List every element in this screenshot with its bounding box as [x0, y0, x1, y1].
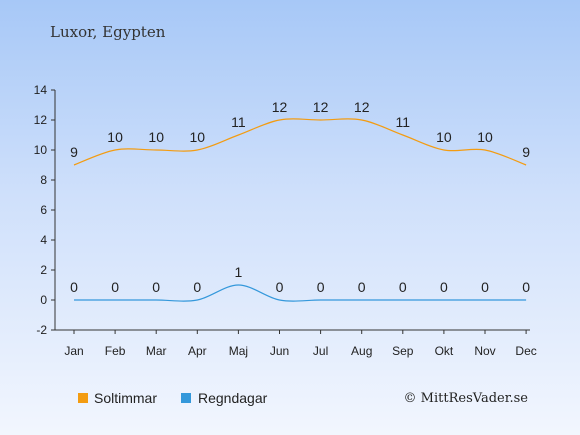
series-line-soltimmar: [73, 118, 527, 166]
data-label-regndagar: 0: [317, 279, 325, 295]
data-label-regndagar: 0: [152, 279, 160, 295]
x-tick-label: Jul: [313, 344, 328, 358]
data-label-regndagar: 0: [276, 279, 284, 295]
data-label-regndagar: 0: [358, 279, 366, 295]
data-label-regndagar: 0: [440, 279, 448, 295]
x-tick-label: Dec: [515, 344, 536, 358]
x-tick-label: Nov: [474, 344, 495, 358]
data-label-regndagar: 0: [111, 279, 119, 295]
x-tick-label: Mar: [146, 344, 167, 358]
data-label-regndagar: 0: [481, 279, 489, 295]
data-label-soltimmar: 10: [436, 129, 452, 145]
y-tick-label: 14: [34, 83, 48, 97]
data-label-soltimmar: 12: [354, 99, 370, 115]
x-tick-label: Aug: [351, 344, 372, 358]
y-tick-label: 12: [34, 113, 48, 127]
x-tick-label: Maj: [229, 344, 248, 358]
copyright-text: © MittResVader.se: [404, 391, 529, 406]
y-tick-label: 2: [40, 263, 47, 277]
data-label-regndagar: 0: [70, 279, 78, 295]
legend-label-regndagar: Regndagar: [198, 390, 268, 406]
x-tick-label: Sep: [392, 344, 414, 358]
y-tick-label: 10: [34, 143, 48, 157]
data-label-soltimmar: 10: [107, 129, 123, 145]
x-tick-label: Jan: [64, 344, 83, 358]
y-tick-label: 4: [40, 233, 47, 247]
data-label-soltimmar: 9: [70, 144, 78, 160]
legend-swatch-regndagar: [181, 393, 191, 403]
data-label-soltimmar: 12: [272, 99, 288, 115]
y-tick-label: 0: [40, 293, 47, 307]
data-label-soltimmar: 12: [313, 99, 329, 115]
series-line-regndagar: [73, 284, 527, 302]
series-lines: [73, 118, 527, 302]
y-tick-label: 8: [40, 173, 47, 187]
data-label-regndagar: 1: [235, 264, 243, 280]
y-tick-label: -2: [36, 323, 47, 337]
x-tick-label: Apr: [188, 344, 207, 358]
data-label-soltimmar: 11: [231, 114, 246, 130]
x-tick-label: Feb: [105, 344, 126, 358]
data-label-regndagar: 0: [522, 279, 530, 295]
legend-swatch-soltimmar: [78, 393, 88, 403]
data-label-soltimmar: 10: [190, 129, 206, 145]
x-tick-label: Jun: [270, 344, 289, 358]
legend-label-soltimmar: Soltimmar: [94, 390, 157, 406]
data-label-regndagar: 0: [399, 279, 407, 295]
y-tick-label: 6: [40, 203, 47, 217]
data-label-soltimmar: 10: [148, 129, 164, 145]
data-label-soltimmar: 9: [522, 144, 530, 160]
data-label-soltimmar: 11: [396, 114, 411, 130]
data-label-soltimmar: 10: [477, 129, 493, 145]
data-label-regndagar: 0: [193, 279, 201, 295]
chart-title: Luxor, Egypten: [50, 23, 166, 41]
x-tick-label: Okt: [435, 344, 454, 358]
